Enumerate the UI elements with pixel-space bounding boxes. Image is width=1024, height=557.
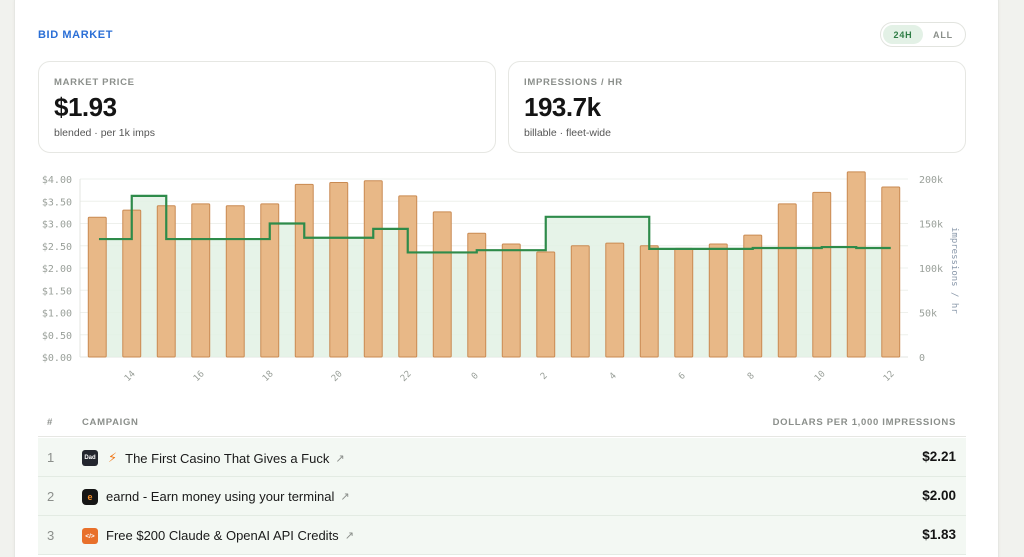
hour-tick-label: 0 <box>470 371 481 382</box>
price-area <box>98 195 891 357</box>
impressions-tick-label: 100k <box>919 264 943 275</box>
campaign-name[interactable]: Free $200 Claude & OpenAI API Credits ↗ <box>106 528 354 543</box>
impressions-axis-label: impressions / hr <box>949 227 959 314</box>
price-line <box>98 194 891 254</box>
campaign-table-header: # CAMPAIGN DOLLARS PER 1,000 IMPRESSIONS <box>38 410 966 437</box>
price-tick-label: $3.00 <box>42 220 72 231</box>
impressions-bar <box>467 232 487 358</box>
campaign-price: $1.83 <box>922 527 956 542</box>
campaign-logo-icon: Dad <box>82 450 98 466</box>
hour-tick-label: 14 <box>123 369 138 384</box>
impressions-bar <box>432 211 452 358</box>
price-tick-label: $1.50 <box>42 286 72 297</box>
market-price-label: MARKET PRICE <box>54 77 135 88</box>
hour-tick-label: 16 <box>192 369 207 384</box>
impressions-bar <box>881 186 901 358</box>
external-link-icon[interactable]: ↗ <box>340 491 350 503</box>
impressions-bar <box>639 245 659 358</box>
impressions-bar <box>363 180 383 358</box>
impressions-bars <box>87 171 901 358</box>
hour-tick-label: 6 <box>677 371 688 382</box>
impressions-bar <box>777 203 797 358</box>
impressions-bar <box>536 251 556 358</box>
external-link-icon[interactable]: ↗ <box>344 530 354 542</box>
market-price-value: $1.93 <box>54 92 117 122</box>
hour-tick-label: 12 <box>882 369 897 384</box>
impressions-bar <box>294 183 314 358</box>
time-range-toggle: 24H ALL <box>880 22 966 47</box>
table-row[interactable]: 3 </> Free $200 Claude & OpenAI API Cred… <box>38 516 966 555</box>
impressions-tick-label: 0 <box>919 353 925 364</box>
table-row[interactable]: 2 e earnd - Earn money using your termin… <box>38 477 966 516</box>
hour-tick-label: 20 <box>330 369 345 384</box>
impressions-label: IMPRESSIONS / HR <box>524 77 623 88</box>
impressions-tick-label: 50k <box>919 309 937 320</box>
market-price-sub: blended · per 1k imps <box>54 127 155 139</box>
campaign-name-text: earnd - Earn money using your terminal <box>106 489 335 504</box>
hour-tick-label: 2 <box>539 371 550 382</box>
campaign-logo-icon: e <box>82 489 98 505</box>
impressions-bar <box>812 191 832 358</box>
impressions-bar <box>570 245 590 358</box>
impressions-bar <box>87 216 107 358</box>
impressions-value: 193.7k <box>524 92 601 122</box>
impressions-bar <box>260 203 280 358</box>
impressions-tick-label: 150k <box>919 220 943 231</box>
column-campaign: CAMPAIGN <box>82 417 139 428</box>
row-number: 1 <box>47 450 55 465</box>
price-tick-label: $3.50 <box>42 197 72 208</box>
impressions-tick-label: 200k <box>919 175 943 186</box>
campaign-name[interactable]: ⚡ The First Casino That Gives a Fuck ↗ <box>108 450 345 466</box>
impressions-bar <box>398 195 418 358</box>
market-price-stat: MARKET PRICE $1.93 blended · per 1k imps <box>38 61 496 153</box>
column-number: # <box>47 417 53 428</box>
impressions-axis: 200k 150k 100k 50k 0 <box>919 175 943 364</box>
impressions-sub: billable · fleet-wide <box>524 127 611 139</box>
impressions-bar <box>708 243 728 358</box>
price-tick-label: $1.00 <box>42 309 72 320</box>
section-title: BID MARKET <box>38 29 114 41</box>
price-tick-label: $4.00 <box>42 175 72 186</box>
bid-market-chart: $4.00 $3.50 $3.00 $2.50 $2.00 $1.50 $1.00 $0.50… <box>42 171 959 384</box>
price-axis: $4.00 $3.50 $3.00 $2.50 $2.00 $1.50 $1.00 $0.50… <box>42 175 72 364</box>
hour-tick-label: 10 <box>813 369 828 384</box>
impressions-stat: IMPRESSIONS / HR 193.7k billable · fleet… <box>508 61 966 153</box>
hour-tick-label: 8 <box>746 371 757 382</box>
impressions-bar <box>743 234 763 358</box>
impressions-bar <box>191 203 211 358</box>
campaign-price: $2.00 <box>922 488 956 503</box>
campaign-name-text: Free $200 Claude & OpenAI API Credits <box>106 528 339 543</box>
hour-tick-label: 4 <box>608 371 619 382</box>
range-24h-button[interactable]: 24H <box>883 25 923 44</box>
campaign-name-text: The First Casino That Gives a Fuck <box>125 450 330 466</box>
price-tick-label: $2.00 <box>42 264 72 275</box>
campaign-name[interactable]: earnd - Earn money using your terminal ↗ <box>106 489 350 504</box>
hour-tick-label: 18 <box>261 369 276 384</box>
price-tick-label: $0.50 <box>42 331 72 342</box>
impressions-bar <box>846 171 866 358</box>
lightning-icon: ⚡ <box>108 450 118 465</box>
impressions-bar <box>501 243 521 358</box>
price-tick-label: $2.50 <box>42 242 72 253</box>
hour-tick-label: 22 <box>399 369 414 384</box>
row-number: 3 <box>47 528 55 543</box>
campaign-price: $2.21 <box>922 449 956 464</box>
impressions-bar <box>674 247 694 358</box>
impressions-bar <box>329 182 349 358</box>
external-link-icon[interactable]: ↗ <box>335 452 345 465</box>
impressions-bar <box>605 242 625 358</box>
price-line-layer <box>98 194 891 254</box>
column-price: DOLLARS PER 1,000 IMPRESSIONS <box>772 417 956 428</box>
hour-axis: 14 16 18 20 22 0 2 4 6 8 10 12 <box>123 369 897 384</box>
price-tick-label: $0.00 <box>42 353 72 364</box>
campaign-logo-icon: </> <box>82 528 98 544</box>
row-number: 2 <box>47 489 55 504</box>
range-all-button[interactable]: ALL <box>933 29 953 40</box>
price-area-fill <box>98 195 891 357</box>
impressions-bar <box>225 205 245 358</box>
table-row[interactable]: 1 Dad ⚡ The First Casino That Gives a Fu… <box>38 438 966 477</box>
